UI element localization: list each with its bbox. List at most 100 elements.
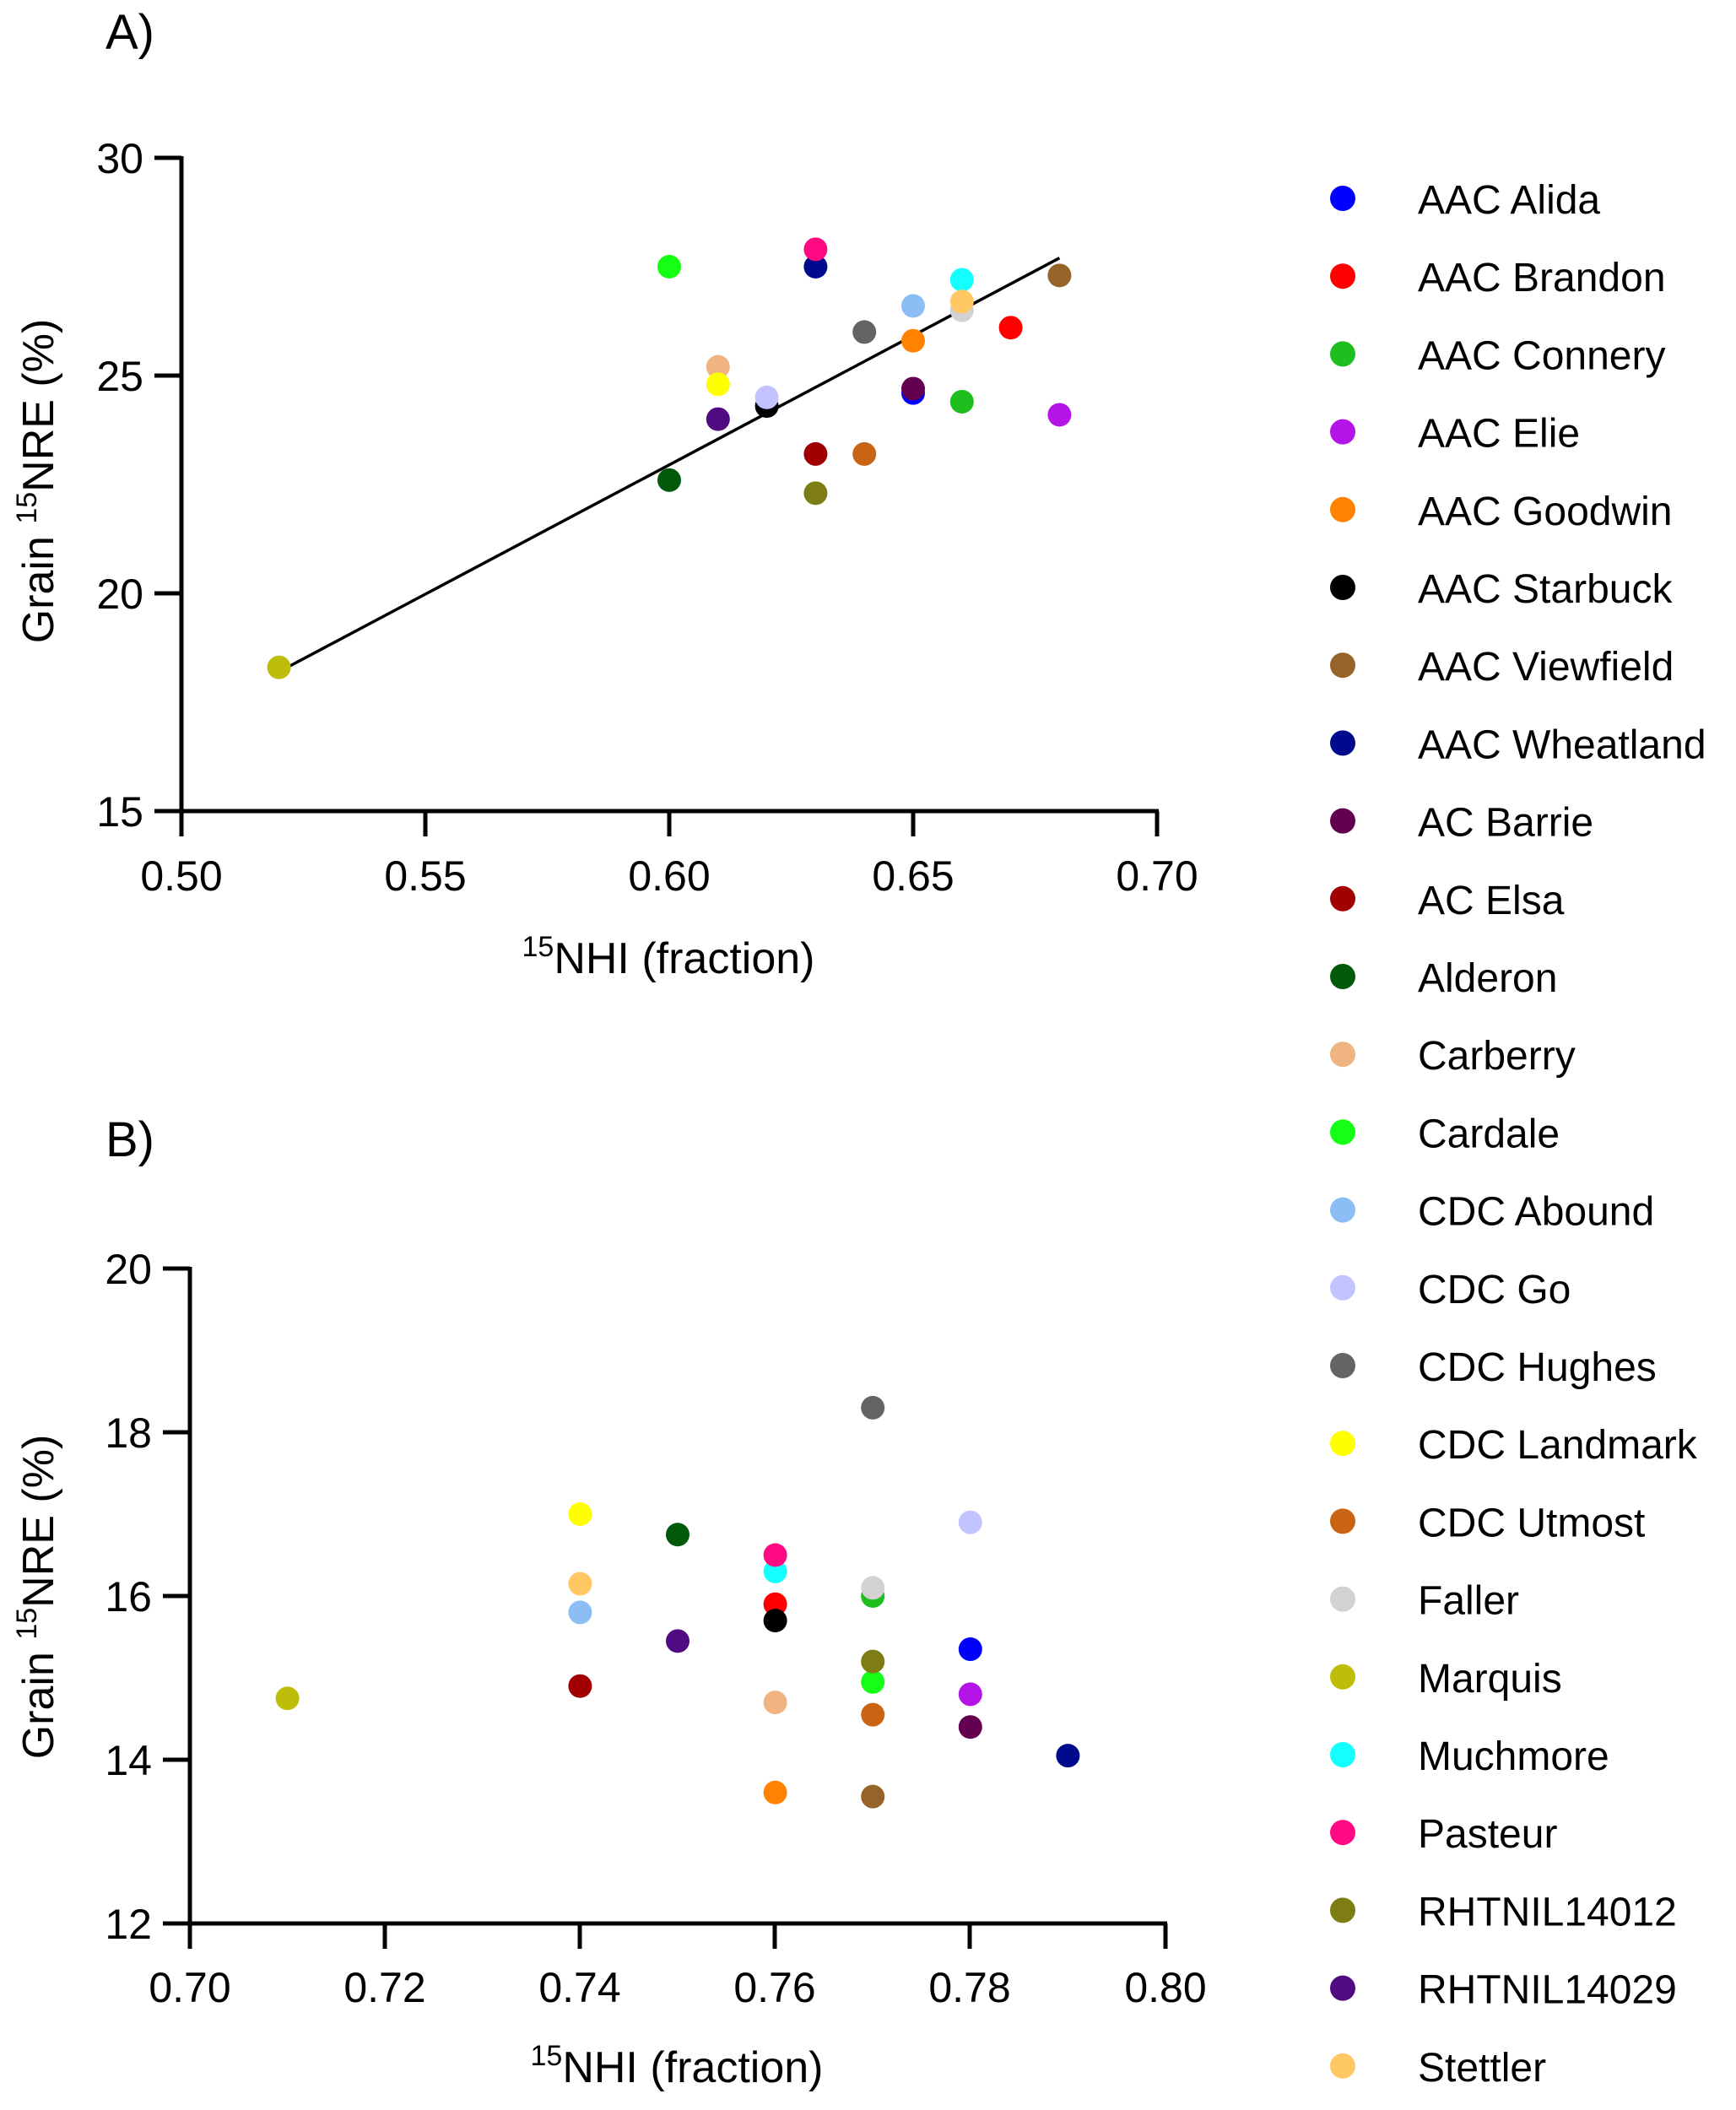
legend-label: CDC Landmark — [1418, 1423, 1698, 1468]
x-tick-label: 0.60 — [628, 852, 710, 900]
x-tick-label: 0.70 — [149, 1964, 230, 2011]
panel-a-trendline — [278, 257, 1061, 674]
legend-marker — [1330, 1274, 1355, 1301]
panel-b-y-axis-label: Grain 15NRE (%) — [11, 1435, 63, 1760]
legend-label: AAC Alida — [1418, 178, 1600, 223]
x-tick-label: 0.74 — [538, 1964, 620, 2011]
legend-marker — [1330, 1041, 1355, 1068]
panel-b-point-cdc-utmost — [861, 1702, 885, 1727]
legend-label: AC Barrie — [1418, 801, 1593, 846]
panel-b-label: B) — [105, 1112, 154, 1167]
legend-marker — [1330, 1353, 1355, 1378]
legend-marker — [1330, 1742, 1355, 1767]
legend-marker — [1330, 2053, 1355, 2079]
panel-a-point-ac-elsa — [803, 441, 828, 466]
legend-label: CDC Abound — [1418, 1190, 1654, 1235]
x-tick-label: 0.65 — [872, 852, 954, 900]
panel-a-point-alderon — [657, 468, 681, 492]
legend-label: RHTNIL14029 — [1418, 1968, 1677, 2013]
panel-b-point-rhtnil14012 — [861, 1649, 885, 1674]
panel-b-ylabel-text: NRE (%) — [14, 1435, 63, 1608]
panel-a-ylabel-prefix: Grain — [14, 524, 63, 644]
panel-a-y-axis-label: Grain 15NRE (%) — [11, 319, 63, 644]
legend-marker — [1330, 1664, 1355, 1690]
panel-a-y-ticks: 30 25 20 15 — [96, 135, 181, 836]
legend-item-cardale: Cardale — [1330, 1112, 1560, 1156]
panel-b-point-aac-goodwin — [763, 1780, 787, 1804]
panel-b-point-marquis — [275, 1686, 300, 1711]
panel-a-point-aac-connery — [949, 389, 974, 414]
x-tick-label: 0.80 — [1124, 1964, 1206, 2011]
x-tick-label: 0.70 — [1116, 852, 1198, 900]
legend-item-ac-barrie: AC Barrie — [1330, 801, 1593, 846]
legend-label: Pasteur — [1418, 1812, 1557, 1857]
legend-item-aac-goodwin: AAC Goodwin — [1330, 490, 1672, 534]
legend-item-muchmore: Muchmore — [1330, 1734, 1609, 1779]
svg-text:Grain 15NRE (%): Grain 15NRE (%) — [11, 1435, 63, 1760]
panel-a-label: A) — [105, 5, 154, 60]
panel-b-point-aac-starbuck — [763, 1609, 787, 1633]
panel-b-point-faller — [861, 1576, 885, 1600]
legend-marker — [1330, 652, 1355, 679]
panel-b-point-stettler — [568, 1572, 592, 1596]
legend-marker — [1330, 1820, 1355, 1846]
legend-marker — [1330, 1119, 1355, 1145]
legend-item-aac-elie: AAC Elie — [1330, 412, 1580, 457]
legend-item-carberry: Carberry — [1330, 1034, 1576, 1079]
panel-b-point-muchmore — [763, 1559, 787, 1583]
legend-marker — [1330, 1586, 1355, 1612]
legend-item-cdc-hughes: CDC Hughes — [1330, 1345, 1657, 1390]
legend-item-cdc-landmark: CDC Landmark — [1330, 1423, 1698, 1468]
legend-marker — [1330, 1508, 1355, 1534]
panel-b-point-aac-brandon — [763, 1592, 787, 1616]
legend-item-pasteur: Pasteur — [1330, 1812, 1557, 1857]
legend-label: CDC Utmost — [1418, 1501, 1645, 1545]
panel-b-point-cardale — [861, 1669, 885, 1694]
legend-marker — [1330, 575, 1355, 600]
panel-a-point-aac-brandon — [998, 316, 1023, 340]
panel-b-point-aac-alida — [958, 1637, 982, 1662]
panel-b-points — [275, 1395, 1080, 1809]
panel-b-point-cdc-hughes — [861, 1395, 885, 1420]
legend-marker — [1330, 496, 1355, 522]
legend-label: Alderon — [1418, 956, 1557, 1001]
legend-label: Marquis — [1418, 1657, 1562, 1702]
panel-b-ylabel-prefix: Grain — [14, 1640, 63, 1760]
panel-b-point-cdc-abound — [568, 1600, 592, 1625]
legend-item-aac-starbuck: AAC Starbuck — [1330, 567, 1673, 612]
panel-a-x-axis-label: 15NHI (fraction) — [522, 931, 815, 983]
panel-b-xlabel-text: NHI (fraction) — [562, 2043, 823, 2092]
legend-item-rhtnil14012: RHTNIL14012 — [1330, 1890, 1677, 1934]
legend-label: CDC Hughes — [1418, 1345, 1657, 1390]
legend-label: Cardale — [1418, 1112, 1560, 1156]
legend-label: AAC Starbuck — [1418, 567, 1673, 612]
panel-b-point-carberry — [763, 1691, 787, 1715]
legend-marker — [1330, 1897, 1355, 1923]
legend-label: AC Elsa — [1418, 879, 1565, 923]
legend-item-faller: Faller — [1330, 1579, 1519, 1624]
legend-label: AAC Goodwin — [1418, 490, 1672, 534]
panel-b-point-aac-elie — [958, 1682, 982, 1707]
y-tick-label: 16 — [105, 1573, 152, 1620]
legend-item-cdc-go: CDC Go — [1330, 1268, 1571, 1312]
panel-b-point-alderon — [666, 1523, 690, 1547]
panel-a-point-cdc-go — [754, 385, 779, 409]
legend-marker — [1330, 419, 1355, 445]
legend-item-stettler: Stettler — [1330, 2046, 1546, 2091]
x-tick-label: 0.50 — [140, 852, 222, 900]
panel-a-ylabel-sup: 15 — [11, 492, 43, 524]
panel-a-point-cdc-utmost — [852, 441, 877, 466]
legend-item-cdc-abound: CDC Abound — [1330, 1190, 1654, 1235]
legend-label: RHTNIL14012 — [1418, 1890, 1677, 1934]
legend-label: AAC Elie — [1418, 412, 1580, 457]
legend-marker — [1330, 964, 1355, 989]
legend-item-aac-connery: AAC Connery — [1330, 333, 1665, 378]
legend-label: Faller — [1418, 1579, 1519, 1624]
legend-marker — [1330, 186, 1355, 211]
y-tick-label: 15 — [96, 788, 143, 836]
panel-a-point-rhtnil14029 — [706, 407, 730, 431]
legend-marker — [1330, 341, 1355, 367]
panel-a-point-pasteur — [803, 237, 828, 262]
legend-item-aac-alida: AAC Alida — [1330, 178, 1600, 223]
legend-item-aac-viewfield: AAC Viewfield — [1330, 645, 1674, 690]
